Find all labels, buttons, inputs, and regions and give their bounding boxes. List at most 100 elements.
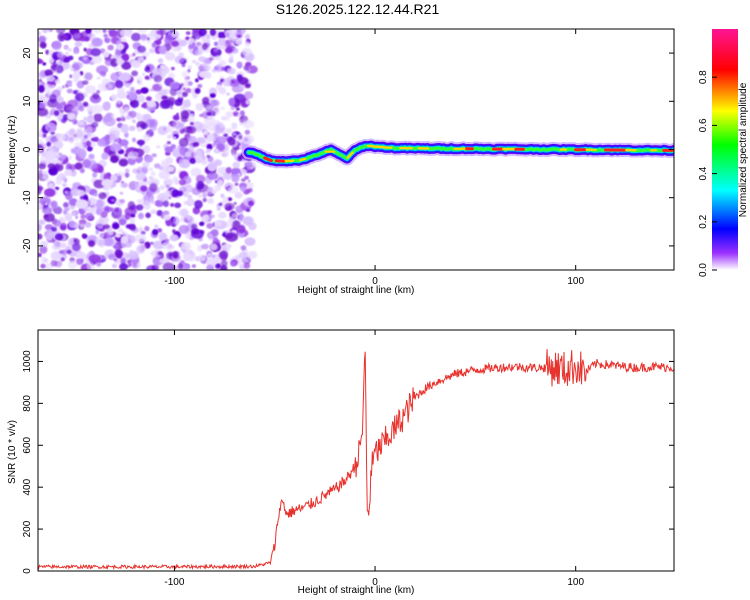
noise-speckle: [124, 132, 129, 138]
noise-speckle: [135, 89, 142, 95]
noise-speckle: [64, 45, 69, 50]
noise-speckle: [64, 190, 68, 194]
noise-speckle: [68, 136, 74, 142]
noise-speckle: [234, 191, 243, 199]
noise-speckle: [98, 166, 104, 174]
noise-speckle: [89, 140, 96, 148]
noise-speckle: [200, 256, 206, 261]
noise-speckle: [198, 56, 206, 62]
noise-speckle: [231, 132, 237, 137]
noise-speckle: [69, 128, 76, 136]
noise-speckle: [174, 202, 182, 209]
noise-speckle: [247, 179, 251, 183]
noise-speckle: [131, 151, 139, 158]
noise-speckle: [56, 96, 64, 104]
noise-speckle: [143, 116, 148, 122]
noise-speckle: [95, 219, 105, 230]
noise-speckle: [43, 212, 55, 222]
spectrogram-y-tick-label: -20: [22, 238, 33, 253]
noise-speckle: [140, 185, 148, 192]
noise-speckle: [54, 186, 60, 191]
noise-speckle: [176, 190, 184, 196]
noise-speckle: [42, 174, 49, 180]
noise-speckle: [230, 105, 235, 111]
noise-speckle: [118, 158, 129, 167]
noise-speckle: [38, 107, 49, 117]
noise-speckle: [50, 111, 54, 116]
noise-speckle: [125, 115, 131, 120]
noise-speckle: [144, 75, 150, 80]
noise-speckle: [63, 202, 69, 208]
noise-speckle: [69, 74, 73, 79]
colorbar-tick-label: 0.0: [698, 263, 709, 277]
noise-speckle: [182, 99, 192, 108]
spectrogram-y-tick-label: -10: [22, 190, 33, 205]
noise-speckle: [236, 107, 240, 111]
noise-speckle: [38, 71, 47, 79]
noise-speckle: [206, 154, 211, 158]
noise-speckle: [191, 59, 197, 64]
noise-speckle: [140, 231, 146, 235]
noise-speckle: [227, 186, 239, 194]
noise-speckle: [112, 222, 120, 230]
noise-speckle: [239, 84, 246, 90]
noise-speckle: [50, 259, 58, 267]
noise-speckle: [206, 34, 211, 39]
noise-speckle: [92, 172, 98, 178]
noise-speckle: [85, 29, 92, 34]
noise-speckle: [102, 29, 107, 33]
noise-speckle: [226, 67, 236, 75]
noise-speckle: [132, 52, 136, 57]
noise-speckle: [76, 189, 86, 197]
noise-speckle: [231, 122, 238, 130]
noise-speckle: [137, 79, 140, 84]
noise-speckle: [171, 40, 180, 47]
noise-speckle: [216, 143, 225, 152]
noise-speckle: [207, 252, 212, 258]
noise-speckle: [209, 29, 216, 36]
noise-speckle: [163, 214, 171, 221]
noise-speckle: [231, 173, 240, 183]
noise-speckle: [241, 178, 246, 182]
snr-frame: [37, 329, 675, 572]
noise-speckle: [224, 32, 230, 37]
noise-speckle: [214, 220, 222, 227]
noise-speckle: [187, 81, 193, 86]
noise-speckle: [67, 112, 76, 120]
noise-speckle: [142, 145, 151, 154]
noise-speckle: [87, 208, 93, 213]
noise-speckle: [83, 47, 87, 52]
noise-speckle: [75, 92, 85, 102]
noise-speckle: [60, 257, 65, 262]
noise-speckle: [38, 85, 45, 93]
noise-speckle: [194, 200, 203, 209]
noise-speckle: [68, 260, 78, 269]
noise-speckle: [238, 135, 243, 140]
noise-speckle: [45, 202, 48, 206]
noise-speckle: [150, 241, 154, 245]
noise-speckle: [232, 111, 239, 116]
noise-speckle: [110, 94, 118, 101]
noise-speckle: [126, 95, 130, 99]
noise-speckle: [178, 179, 187, 186]
noise-speckle: [157, 58, 164, 64]
noise-speckle: [172, 253, 179, 259]
noise-speckle: [79, 167, 85, 174]
noise-speckle: [137, 126, 143, 132]
noise-speckle: [207, 210, 213, 215]
noise-speckle: [56, 51, 64, 59]
noise-speckle: [185, 31, 191, 35]
noise-speckle: [57, 60, 63, 65]
noise-speckle: [125, 242, 132, 248]
noise-speckle: [215, 148, 219, 153]
noise-speckle: [195, 103, 204, 111]
noise-speckle: [169, 81, 180, 90]
noise-speckle: [158, 83, 163, 87]
noise-speckle: [225, 128, 233, 134]
noise-speckle: [64, 169, 73, 177]
noise-speckle: [79, 36, 86, 42]
noise-speckle: [161, 95, 168, 101]
noise-speckle: [124, 212, 131, 220]
noise-speckle: [82, 233, 86, 238]
noise-speckle: [164, 51, 176, 61]
